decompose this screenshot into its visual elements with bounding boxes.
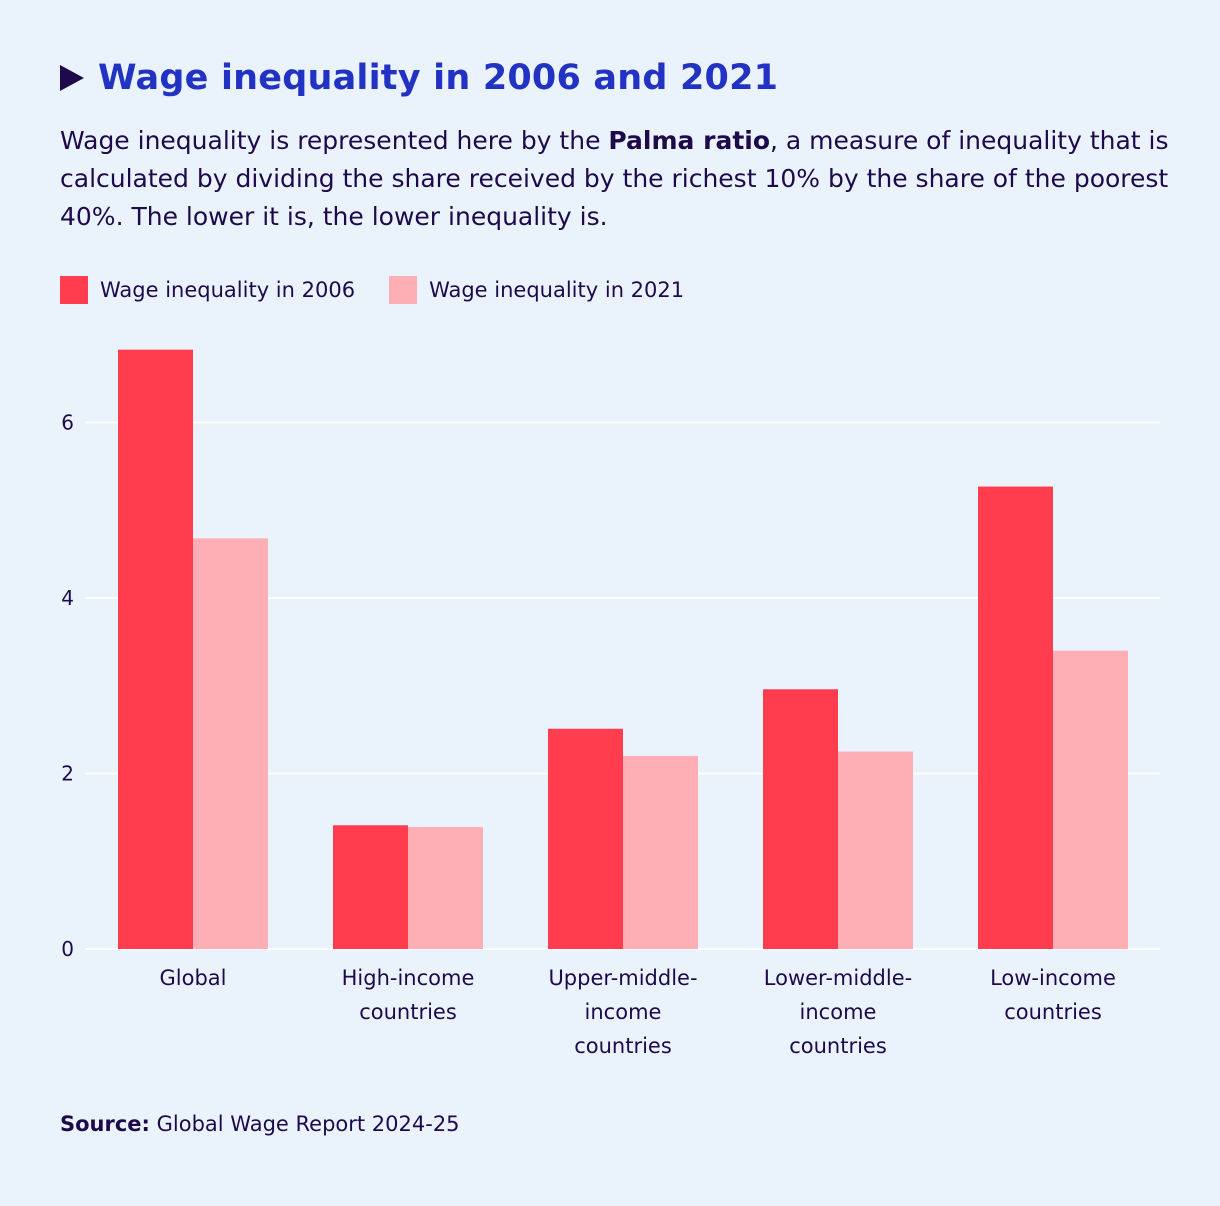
subtitle-bold-term: Palma ratio	[608, 126, 771, 155]
play-arrow-icon	[60, 65, 84, 91]
x-category-label-2-2: countries	[574, 1034, 672, 1058]
y-tick-label-4: 4	[61, 586, 74, 610]
title-row: Wage inequality in 2006 and 2021	[60, 58, 778, 98]
bar-2006-1	[333, 825, 408, 949]
legend-item-2006: Wage inequality in 2006	[60, 276, 355, 304]
bar-2021-0	[193, 538, 268, 949]
x-category-label-2-1: income	[585, 1000, 662, 1024]
bar-2006-3	[763, 689, 838, 949]
bar-2021-4	[1053, 650, 1128, 949]
bar-chart: 0 2 4 6 Global High-income countries Upper-midd…	[61, 349, 1160, 1058]
source-text: Global Wage Report 2024-25	[149, 1112, 460, 1136]
legend-label-2006: Wage inequality in 2006	[100, 278, 356, 302]
x-category-label-4-0: Low-income	[990, 966, 1116, 990]
x-category-label-3-2: countries	[789, 1034, 887, 1058]
x-category-label-3-1: income	[800, 1000, 877, 1024]
bar-2021-1	[408, 827, 483, 949]
legend-label-2021: Wage inequality in 2021	[429, 278, 685, 302]
legend-item-2021: Wage inequality in 2021	[389, 276, 684, 304]
bar-2021-2	[623, 755, 698, 949]
y-tick-label-2: 2	[61, 762, 74, 786]
chart-subtitle: Wage inequality is represented here by t…	[60, 122, 1170, 236]
subtitle-text-start: Wage inequality is represented here by t…	[60, 126, 609, 155]
bar-2006-0	[118, 349, 193, 950]
x-category-label-3-0: Lower-middle-	[764, 966, 912, 990]
bar-2006-4	[978, 486, 1053, 949]
source-note: Source: Global Wage Report 2024-25	[60, 1112, 460, 1136]
x-category-label-1-0: High-income	[342, 966, 475, 990]
y-tick-label-6: 6	[61, 411, 74, 435]
x-category-label-1-1: countries	[359, 1000, 457, 1024]
x-category-label-0-0: Global	[160, 966, 227, 990]
legend-swatch-2006	[60, 276, 88, 304]
y-tick-label-0: 0	[61, 937, 74, 961]
bar-2021-3	[838, 751, 913, 949]
legend-swatch-2021	[389, 276, 418, 304]
legend: Wage inequality in 2006 Wage inequality …	[60, 276, 718, 304]
chart-title: Wage inequality in 2006 and 2021	[98, 58, 779, 98]
source-label: Source:	[60, 1112, 150, 1136]
bar-2006-2	[548, 728, 623, 949]
x-category-label-2-0: Upper-middle-	[548, 966, 697, 990]
subtitle-text-end: , a measure of inequality that is calcul…	[60, 126, 1169, 231]
x-category-label-4-1: countries	[1004, 1000, 1102, 1024]
